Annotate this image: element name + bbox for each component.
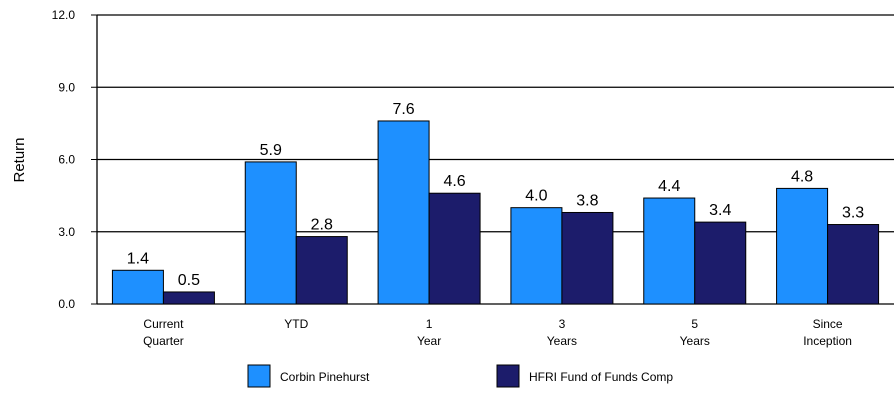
legend-label: Corbin Pinehurst xyxy=(280,370,370,384)
bar xyxy=(694,221,747,305)
x-tick-label: Since Inception xyxy=(803,317,852,348)
value-label: 0.5 xyxy=(178,272,200,289)
x-tick-label: 5 Years xyxy=(680,317,710,348)
bar xyxy=(111,269,164,305)
bar xyxy=(377,120,430,305)
legend-swatch xyxy=(496,364,520,388)
y-axis-label: Return xyxy=(11,137,28,182)
y-tick-label: 9.0 xyxy=(58,80,75,94)
bar xyxy=(776,187,829,305)
value-label: 3.8 xyxy=(576,192,598,209)
x-tick-label: 1 Year xyxy=(417,317,441,348)
x-tick-label: YTD xyxy=(284,317,308,331)
x-tick-label: Current Quarter xyxy=(143,317,184,348)
value-label: 2.8 xyxy=(311,217,333,234)
bar xyxy=(827,224,880,305)
x-tick-label: 3 Years xyxy=(547,317,577,348)
y-tick-label: 3.0 xyxy=(58,225,75,239)
bar xyxy=(428,192,481,305)
bar xyxy=(244,161,297,305)
bar xyxy=(295,236,348,305)
value-label: 3.3 xyxy=(842,205,864,222)
y-tick-label: 6.0 xyxy=(58,153,75,167)
value-label: 1.4 xyxy=(127,250,149,267)
value-label: 3.4 xyxy=(709,202,731,219)
value-label: 4.0 xyxy=(525,188,547,205)
value-label: 4.8 xyxy=(791,168,813,185)
y-tick-label: 12.0 xyxy=(52,8,76,22)
legend-swatch xyxy=(247,364,271,388)
value-label: 4.4 xyxy=(658,178,680,195)
bar xyxy=(561,211,614,305)
bar xyxy=(162,291,215,305)
bar xyxy=(643,197,696,305)
bar xyxy=(510,207,563,305)
value-label: 4.6 xyxy=(443,173,465,190)
legend-label: HFRI Fund of Funds Comp xyxy=(529,370,673,384)
value-label: 5.9 xyxy=(260,142,282,159)
y-tick-label: 0.0 xyxy=(58,297,75,311)
value-label: 7.6 xyxy=(392,101,414,118)
